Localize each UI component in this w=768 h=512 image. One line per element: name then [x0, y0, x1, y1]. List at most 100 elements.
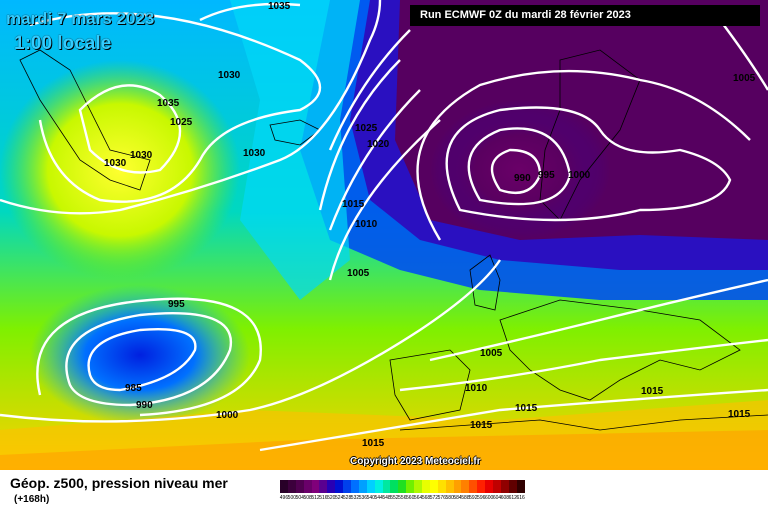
isobar-label: 1035: [157, 98, 180, 109]
scale-label: 504: [295, 495, 304, 501]
isobar-1035-greenland: [78, 84, 182, 174]
scale-label: 600: [484, 495, 494, 501]
scale-swatch: [461, 480, 470, 493]
scale-cell: 600: [485, 480, 493, 506]
scale-cell: 536: [359, 480, 367, 506]
scale-swatch: [335, 480, 344, 493]
scale-cell: 500: [288, 480, 296, 506]
isobar-label: 1015: [362, 438, 385, 449]
scale-swatch: [319, 480, 328, 493]
scale-swatch: [343, 480, 352, 493]
greenland-coast: [19, 49, 151, 191]
scale-label: 520: [327, 495, 336, 501]
forecast-date: mardi 7 mars 2023: [6, 9, 155, 28]
scale-label: 552: [390, 495, 399, 501]
scale-cell: 588: [461, 480, 470, 506]
scale-cell: 520: [327, 480, 335, 506]
scale-label: 536: [358, 495, 368, 501]
scale-swatch: [303, 480, 312, 493]
scale-swatch: [366, 480, 375, 493]
scale-cell: 596: [477, 480, 485, 506]
low-ring-2: [467, 127, 572, 206]
scale-cell: 584: [453, 480, 462, 506]
scale-label: 528: [342, 495, 352, 501]
scale-cell: 496: [280, 480, 288, 506]
isobar-1005-europe: [429, 278, 768, 362]
scale-label: 500: [287, 495, 297, 501]
scale-label: 540: [366, 495, 375, 501]
scale-cell: 552: [390, 480, 399, 506]
scale-cell: 608: [501, 480, 509, 506]
isobar-label: 1025: [355, 123, 378, 134]
copyright-text: Copyright 2023 Meteociel.fr: [350, 456, 481, 467]
scale-swatch: [280, 480, 288, 493]
scale-cell: 592: [469, 480, 478, 506]
isobar-1010-europe: [399, 338, 768, 392]
scale-cell: 568: [422, 480, 430, 506]
isobar-label: 1030: [104, 158, 127, 169]
scale-label: 560: [406, 495, 415, 501]
scale-cell: 576: [438, 480, 446, 506]
scale-cell: 540: [367, 480, 375, 506]
atlantic-low-ring-1: [87, 328, 197, 392]
isobar-label: 1015: [641, 386, 664, 397]
isobar-label: 1035: [268, 1, 291, 12]
scale-swatch: [311, 480, 320, 493]
isobar-label: 1000: [568, 170, 591, 181]
scale-label: 604: [492, 495, 502, 501]
legend-title: Géop. z500, pression niveau mer: [10, 475, 228, 491]
isobar-label: 1005: [480, 348, 503, 359]
scale-swatch: [445, 480, 454, 493]
isobar-1035-north: [199, 2, 301, 22]
isobar-1005-west: [328, 119, 441, 281]
scale-cell: 616: [517, 480, 525, 506]
low-ring-3: [445, 106, 732, 222]
low-ring-1: [490, 148, 542, 195]
isobar-label: 1030: [243, 148, 266, 159]
scale-label: 576: [437, 495, 446, 501]
uk-coast: [469, 254, 501, 311]
isobar-1015-south: [259, 388, 768, 452]
isobar-label: 1030: [130, 150, 153, 161]
scale-swatch: [437, 480, 446, 493]
scale-swatch: [422, 480, 430, 493]
scale-cell: 516: [319, 480, 328, 506]
scale-cell: 508: [303, 480, 312, 506]
isobars: [0, 0, 768, 450]
scale-label: 588: [461, 495, 470, 501]
scale-label: 516: [319, 495, 328, 501]
run-info: Run ECMWF 0Z du mardi 28 février 2023: [410, 5, 760, 26]
scale-label: 532: [350, 495, 360, 501]
isobar-label: 990: [514, 173, 531, 184]
isobar-label: 1030: [218, 70, 241, 81]
deep-low-core: [430, 100, 610, 240]
atlantic-low-ring-3: [36, 297, 262, 417]
isobar-label: 1015: [342, 199, 365, 210]
isobar-1020: [328, 29, 411, 151]
scale-swatch: [453, 480, 462, 493]
low-ring-4: [416, 69, 751, 241]
scale-label: 544: [374, 495, 383, 501]
scale-swatch: [351, 480, 359, 493]
scale-label: 580: [445, 495, 454, 501]
isobar-label: 1010: [465, 383, 488, 394]
scale-swatch: [295, 480, 304, 493]
isobar-1010: [328, 89, 421, 231]
scale-label: 608: [500, 495, 510, 501]
isobar-1000: [0, 259, 501, 423]
scale-swatch: [508, 480, 517, 493]
scale-cell: 560: [406, 480, 414, 506]
isobar-labels: 1035 1030 1035 1025 1030 1030 1030 1025 …: [104, 1, 756, 449]
north-africa-coast: [399, 414, 768, 431]
iceland-coast: [269, 119, 321, 146]
isobar-label: 1025: [170, 117, 193, 128]
scale-label: 584: [453, 495, 462, 501]
scale-cell: 556: [398, 480, 406, 506]
scale-swatch: [406, 480, 415, 493]
geopotential-field: 1035 1030 1035 1025 1030 1030 1030 1025 …: [0, 0, 768, 470]
legend-bar: Géop. z500, pression niveau mer (+168h) …: [0, 470, 768, 512]
scale-label: 612: [508, 495, 517, 501]
isobar-label: 1015: [515, 403, 538, 414]
isobar-label: 1005: [347, 268, 370, 279]
scale-label: 616: [516, 495, 525, 501]
